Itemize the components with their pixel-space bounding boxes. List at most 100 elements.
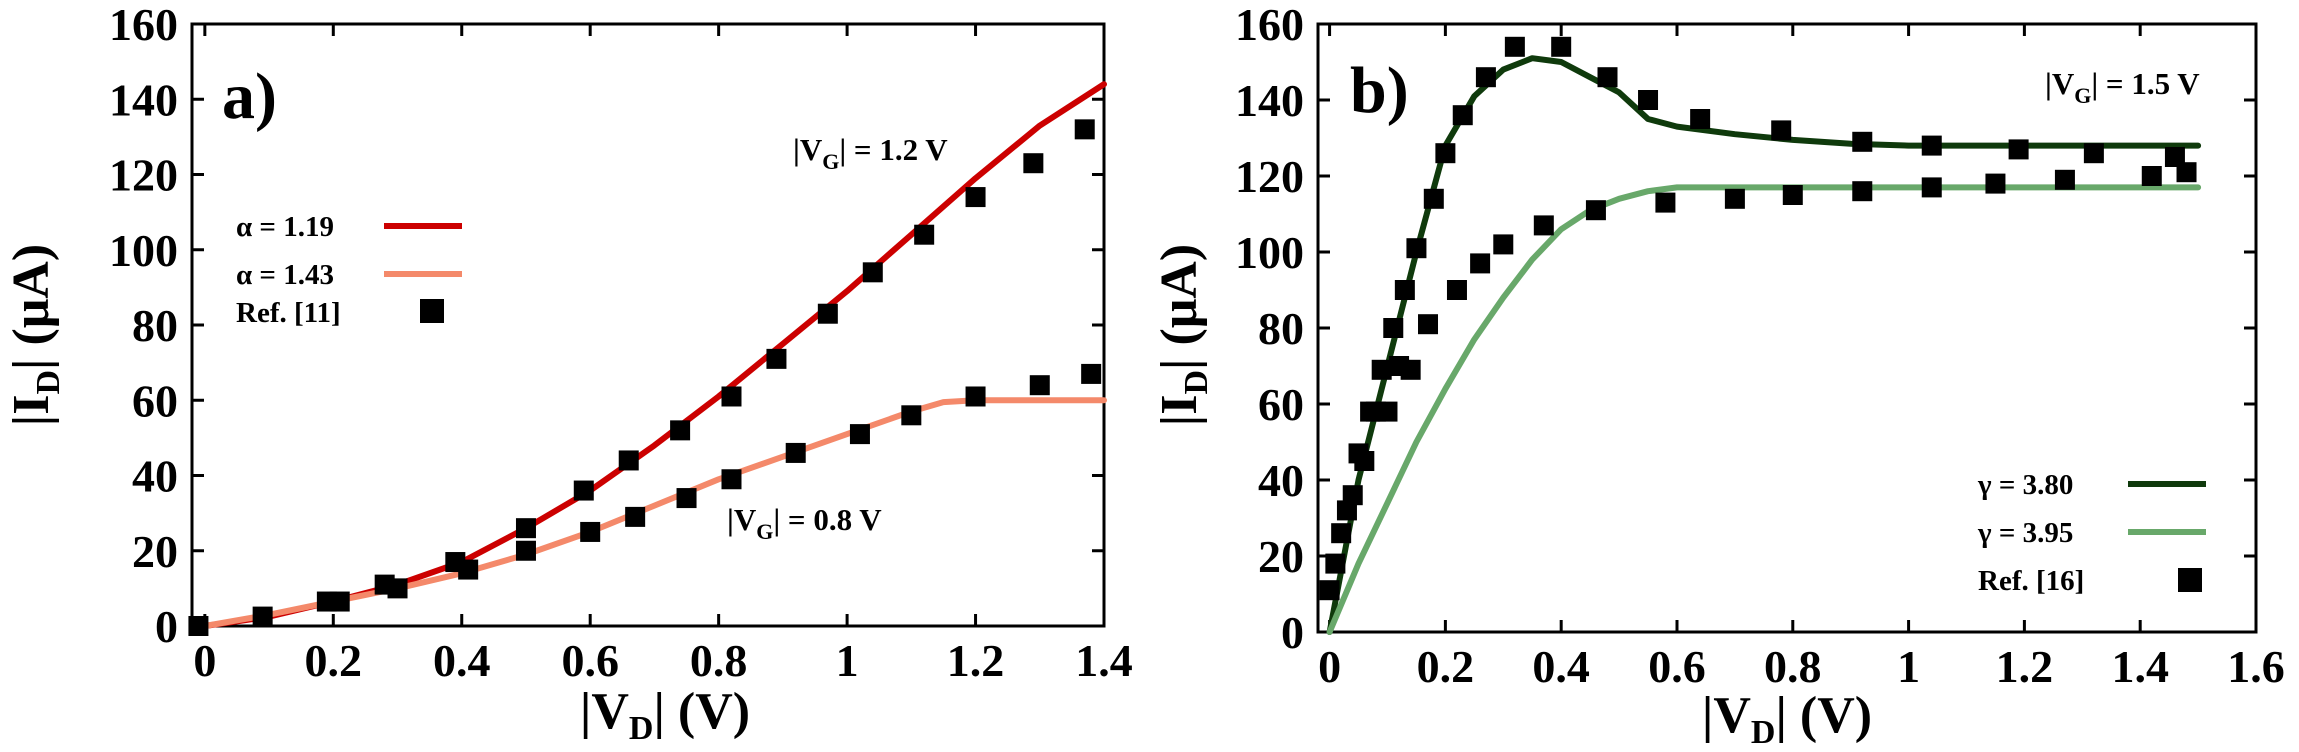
- panel-b-data-point: [2176, 162, 2197, 183]
- panel-b-y-tick-label: 100: [1235, 227, 1304, 278]
- panel-a-data-point: [817, 303, 838, 324]
- panel-a-y-tick-label: 140: [109, 74, 178, 125]
- panel-b-y-tick-label: 20: [1258, 531, 1304, 582]
- panel-b-data-point: [1423, 188, 1444, 209]
- panel-a-data-point: [458, 559, 479, 580]
- panel-b-data-point: [1354, 451, 1375, 471]
- panel-b-x-tick-label: 1: [1897, 641, 1920, 692]
- panel-b-data-point: [1985, 173, 2006, 194]
- panel-a-y-tick-label: 20: [132, 526, 178, 577]
- panel-a-data-point: [252, 606, 273, 627]
- panel-b: 0 0.2 0.4 0.6 0.8 1 1.2 1.4 1.6 0 20 40 60 80 100 120 1…: [1151, 0, 2285, 751]
- legend-a-label-3: Ref. [11]: [236, 297, 341, 329]
- panel-a-x-tick-label: 1.4: [1075, 635, 1133, 686]
- panel-a-data-point: [785, 442, 806, 463]
- panel-b-data-point: [1852, 131, 1873, 152]
- panel-b-x-tick-label: 1.2: [1996, 641, 2054, 692]
- panel-b-y-tick-label: 60: [1258, 379, 1304, 430]
- panel-b-data-point: [1551, 36, 1572, 57]
- panel-b-y-tick-label: 140: [1235, 75, 1304, 126]
- panel-a-data-point: [573, 480, 594, 501]
- panel-a-x-tick-label: 0.8: [690, 635, 748, 686]
- legend-a-marker-3: [420, 299, 444, 323]
- panel-a-y-tick-label: 80: [132, 300, 178, 351]
- panel-a-data-point: [965, 187, 986, 208]
- panel-b-data-point: [1493, 234, 1514, 255]
- panel-b-data-point: [2083, 143, 2104, 164]
- panel-a-y-tick-label: 120: [109, 150, 178, 201]
- panel-a-data-point: [1023, 153, 1044, 174]
- panel-a-data-point: [1081, 363, 1102, 384]
- panel-a-x-tick-label: 0.2: [305, 635, 363, 686]
- panel-b-label: b): [1350, 54, 1409, 127]
- panel-a-data-point: [766, 348, 787, 369]
- panel-b-data-point: [1585, 200, 1606, 221]
- panel-a-series: [188, 81, 1107, 636]
- legend-b-label-1: γ = 3.80: [1977, 469, 2073, 501]
- panel-a-y-tick-label: 160: [109, 0, 178, 50]
- panel-a-x-tick-label: 0.4: [433, 635, 491, 686]
- panel-b-data-point: [1325, 553, 1346, 574]
- panel-a-x-axis: 0 0.2 0.4 0.6 0.8 1 1.2 1.4: [193, 24, 1133, 686]
- panel-a-data-point: [618, 450, 639, 471]
- panel-b-data-point: [1377, 401, 1398, 422]
- panel-b-y-axis: 0 20 40 60 80 100 120 140 160: [1235, 0, 2256, 658]
- panel-a-series-line-1: [201, 81, 1107, 629]
- panel-b-y-tick-label: 80: [1258, 303, 1304, 354]
- panel-a-x-tick-label: 0: [193, 635, 216, 686]
- legend-b-label-2: γ = 3.95: [1977, 517, 2073, 549]
- panel-a-y-tick-label: 60: [132, 375, 178, 426]
- panel-b-y-tick-label: 0: [1281, 607, 1304, 658]
- legend-b-label-3: Ref. [16]: [1978, 565, 2084, 597]
- panel-a-data-point: [1074, 119, 1095, 140]
- panel-a-legend: α = 1.19 α = 1.43 Ref. [11]: [236, 211, 462, 329]
- panel-b-data-point: [1371, 359, 1392, 380]
- panel-a-data-point: [625, 506, 646, 527]
- panel-b-data-point: [1504, 36, 1525, 57]
- panel-a-data-point: [965, 386, 986, 407]
- panel-b-data-point: [1446, 280, 1467, 300]
- panel-a-annotation-vg-0.8: |VG| = 0.8 V: [727, 502, 882, 544]
- panel-a-data-point: [676, 488, 697, 509]
- panel-a-data-point: [580, 521, 601, 542]
- panel-a-y-tick-label: 40: [132, 451, 178, 502]
- panel-b-data-point: [2141, 166, 2162, 186]
- panel-a-y-tick-label: 100: [109, 225, 178, 276]
- panel-b-x-tick-label: 0.6: [1648, 641, 1706, 692]
- panel-b-x-tick-label: 0.2: [1417, 641, 1475, 692]
- panel-b-x-axis-label: |VD| (V): [1702, 687, 1872, 751]
- panel-a-annotation-vg-1.2: |VG| = 1.2 V: [793, 132, 948, 174]
- panel-b-data-point: [1319, 580, 1340, 601]
- panel-b-data-point: [1331, 523, 1352, 544]
- panel-a-x-tick-label: 1.2: [947, 635, 1005, 686]
- legend-a-label-2: α = 1.43: [236, 259, 334, 291]
- panel-a: 0 0.2 0.4 0.6 0.8 1 1.2 1.4 0 20 40 60 80 100 120 140 1…: [3, 0, 1133, 747]
- panel-b-data-point: [1435, 143, 1456, 164]
- panel-a-data-point: [387, 578, 408, 599]
- panel-b-y-tick-label: 120: [1235, 151, 1304, 202]
- panel-b-legend: γ = 3.80 γ = 3.95 Ref. [16]: [1977, 469, 2206, 597]
- panel-a-y-axis: 0 20 40 60 80 100 120 140 160: [109, 0, 1104, 652]
- panel-b-data-point: [2164, 147, 2185, 167]
- panel-b-data-point: [1921, 135, 1942, 156]
- panel-b-x-tick-label: 1.4: [2111, 641, 2169, 692]
- panel-b-data-point: [1400, 359, 1421, 380]
- panel-b-data-point: [1418, 314, 1439, 335]
- panel-a-data-point: [849, 424, 870, 445]
- panel-a-y-axis-label: |ID| (μA): [3, 244, 67, 426]
- panel-a-data-point: [515, 518, 536, 539]
- panel-b-data-point: [1394, 280, 1415, 300]
- panel-b-data-point: [1475, 67, 1496, 88]
- panel-b-data-point: [1690, 109, 1711, 129]
- panel-b-x-tick-label: 0: [1318, 641, 1341, 692]
- panel-a-x-tick-label: 1: [836, 635, 859, 686]
- panel-a-data-point: [1029, 375, 1050, 396]
- panel-a-data-point: [329, 591, 350, 612]
- panel-a-data-point: [515, 540, 536, 561]
- panel-a-data-point: [721, 386, 742, 407]
- panel-a-data-point: [901, 405, 922, 426]
- panel-b-data-point: [1533, 215, 1554, 236]
- panel-a-data-point: [914, 224, 935, 245]
- panel-b-data-point: [1342, 485, 1363, 506]
